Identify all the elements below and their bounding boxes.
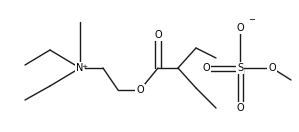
Text: O: O — [236, 23, 244, 33]
Text: N: N — [76, 63, 84, 73]
Text: O: O — [236, 103, 244, 113]
Text: O: O — [154, 30, 162, 40]
Text: S: S — [237, 63, 243, 73]
Text: +: + — [81, 64, 87, 70]
Text: O: O — [202, 63, 210, 73]
Text: −: − — [248, 15, 255, 25]
Text: O: O — [268, 63, 276, 73]
Text: O: O — [136, 85, 144, 95]
